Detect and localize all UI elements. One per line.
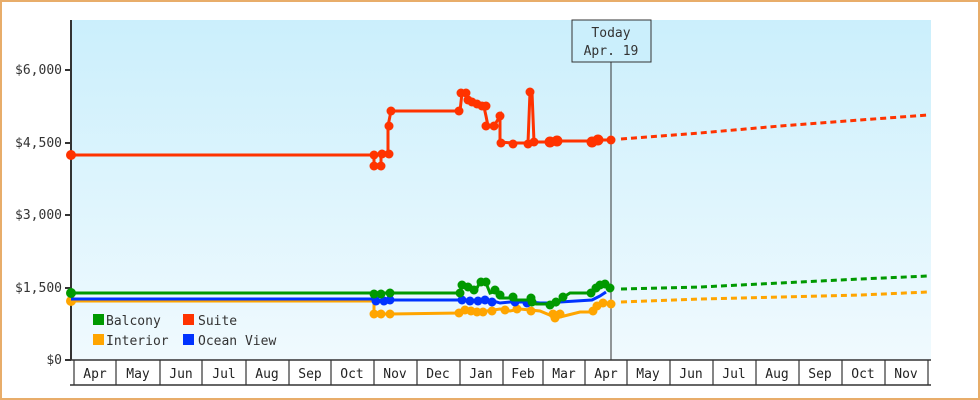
x-tick-label: Jul <box>212 367 235 382</box>
x-tick-label: May <box>636 367 660 382</box>
legend-label: Balcony <box>106 314 161 329</box>
x-tick-label: Apr <box>83 367 107 382</box>
x-tick-label: Jun <box>169 367 192 382</box>
y-tick-label: $6,000 <box>15 63 62 78</box>
x-tick-label: Feb <box>511 367 535 382</box>
x-tick-label: Mar <box>552 367 576 382</box>
suite-projection <box>620 113 929 141</box>
x-tick-label: Dec <box>426 367 449 382</box>
projections <box>620 113 929 304</box>
x-tick-label: Apr <box>594 367 618 382</box>
legend-label: Interior <box>106 334 169 349</box>
legend-label: Suite <box>198 314 237 329</box>
x-tick-label: Oct <box>340 367 363 382</box>
legend-label: Ocean View <box>198 334 276 349</box>
interior-projection <box>620 290 929 304</box>
series-balcony <box>66 277 615 310</box>
today-date: Apr. 19 <box>584 44 639 59</box>
series-interior <box>66 296 616 323</box>
y-tick-label: $1,500 <box>15 281 62 296</box>
x-tick-label: Aug <box>765 367 788 382</box>
x-tick-label: Jan <box>469 367 492 382</box>
y-tick-label: $0 <box>46 353 62 368</box>
today-label: Today <box>591 26 630 41</box>
suite-swatch-icon <box>183 314 194 325</box>
series-suite <box>66 87 616 171</box>
x-tick-label: Jun <box>679 367 702 382</box>
y-tick-label: $3,000 <box>15 208 62 223</box>
legend-item-interior[interactable]: Interior <box>93 334 169 349</box>
x-tick-label: Aug <box>255 367 278 382</box>
x-axis: Apr May Jun Jul Aug Sep Oct Nov Dec Jan … <box>70 359 931 386</box>
x-tick-label: Oct <box>851 367 874 382</box>
y-tick-label: $4,500 <box>15 136 62 151</box>
y-axis: $0 $1,500 $3,000 $4,500 $6,000 <box>15 20 72 368</box>
x-tick-label: May <box>126 367 150 382</box>
balcony-projection <box>620 274 929 291</box>
x-tick-label: Nov <box>894 367 918 382</box>
legend-item-ocean-view[interactable]: Ocean View <box>183 334 276 349</box>
x-tick-label: Nov <box>383 367 407 382</box>
balcony-swatch-icon <box>93 314 104 325</box>
interior-swatch-icon <box>93 334 104 345</box>
x-tick-label: Jul <box>722 367 745 382</box>
legend-item-suite[interactable]: Suite <box>183 314 237 329</box>
today-marker: Today Apr. 19 <box>571 19 652 63</box>
x-tick-label: Sep <box>808 367 832 382</box>
legend-item-balcony[interactable]: Balcony <box>93 314 161 329</box>
legend: Balcony Suite Interior Ocean View <box>93 314 276 349</box>
ocean-view-swatch-icon <box>183 334 194 345</box>
x-tick-label: Sep <box>298 367 322 382</box>
